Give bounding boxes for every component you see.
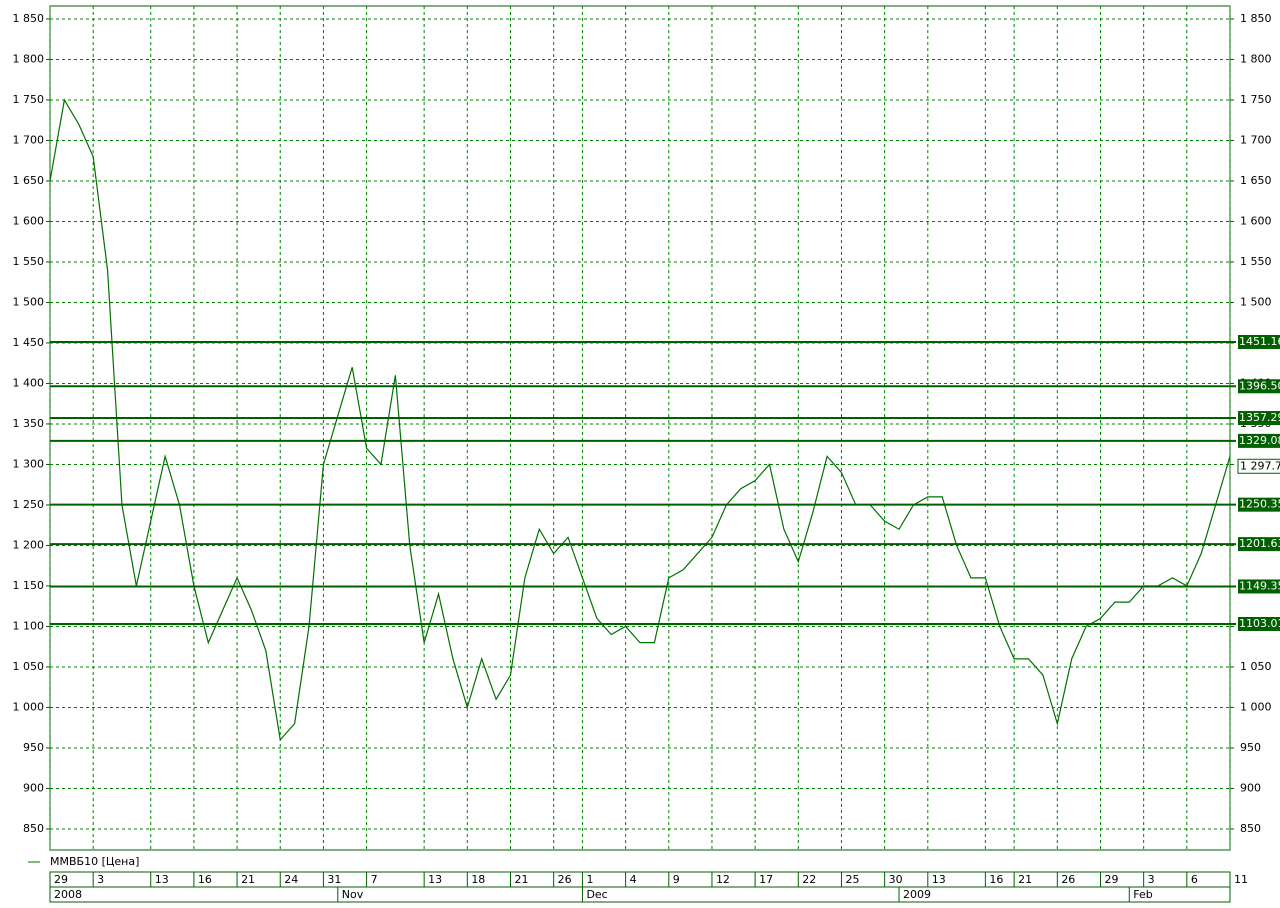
y-tick-label: 1 750 [1240,93,1272,106]
level-label: 1201.635 [1239,537,1280,550]
period-tick-label: Dec [586,888,607,901]
y-tick-label: 950 [23,741,44,754]
y-tick-label: 1 400 [13,376,45,389]
y-tick-label: 1 050 [1240,660,1272,673]
y-tick-label: 1 650 [1240,174,1272,187]
x-tick-label: 16 [989,873,1003,886]
x-tick-label: 26 [558,873,572,886]
x-tick-label: 13 [932,873,946,886]
level-label-box [1238,617,1280,632]
level-label: 1396.509 [1239,379,1280,392]
level-label: 1103.016 [1239,617,1280,630]
x-tick-label: 26 [1061,873,1075,886]
x-tick-label: 29 [1104,873,1118,886]
y-tick-label: 850 [1240,822,1261,835]
level-label: 1451.168 [1239,335,1280,348]
y-tick-label: 1 500 [13,295,45,308]
y-tick-label: 1 550 [1240,255,1272,268]
period-tick-label: 2008 [54,888,82,901]
y-tick-label: 1 700 [1240,133,1272,146]
level-label: 1357.297 [1239,411,1280,424]
level-label: 1329.087 [1239,434,1280,447]
level-label-box [1238,379,1280,394]
x-tick-label: 21 [514,873,528,886]
level-label-box [1238,497,1280,512]
period-tick-label: Feb [1133,888,1152,901]
x-tick-label: 22 [802,873,816,886]
x-tick-label: 3 [97,873,104,886]
y-tick-label: 1 150 [13,579,45,592]
plot-frame [49,5,1231,851]
x-tick-label: 12 [716,873,730,886]
y-tick-label: 1 800 [13,52,45,65]
x-tick-label: 31 [327,873,341,886]
x-tick-label: 17 [759,873,773,886]
x-tick-label: 16 [198,873,212,886]
y-tick-label: 1 600 [13,214,45,227]
y-tick-label: 1 000 [13,700,45,713]
y-tick-label: 1 850 [1240,12,1272,25]
y-tick-label: 1 350 [13,417,45,430]
level-label-box [1238,335,1280,350]
x-tick-label: 3 [1148,873,1155,886]
x-tick-label: 4 [630,873,637,886]
x-tick-label: 21 [1018,873,1032,886]
y-tick-label: 950 [1240,741,1261,754]
x-tick-label: 29 [54,873,68,886]
y-tick-label: 1 600 [1240,214,1272,227]
level-label-box [1238,537,1280,552]
y-tick-label: 1 700 [13,133,45,146]
x-tick-label: 13 [428,873,442,886]
y-tick-label: 1 750 [13,93,45,106]
x-tick-label: 25 [845,873,859,886]
x-tick-label: 9 [673,873,680,886]
x-tick-label: 24 [284,873,298,886]
last-price-label: 1 297.74 [1240,459,1280,472]
y-tick-label: 1 000 [1240,700,1272,713]
last-price-box [1237,458,1280,474]
legend-label: ММВБ10 [Цена] [50,855,139,868]
x-tick-label: 11 [1234,873,1248,886]
y-tick-label: 850 [23,822,44,835]
y-tick-label: 1 050 [13,660,45,673]
price-line [49,98,1231,742]
y-tick-label: 1 450 [13,336,45,349]
level-label-box [1238,579,1280,594]
level-label: 1250.356 [1239,498,1280,511]
x-tick-label: 30 [889,873,903,886]
x-tick-label: 6 [1191,873,1198,886]
period-tick-label: 2009 [903,888,931,901]
y-tick-label: 900 [23,781,44,794]
x-tick-label: 7 [371,873,378,886]
y-tick-label: 1 100 [13,619,45,632]
y-tick-label: 1 300 [13,457,45,470]
period-tick-label: Nov [342,888,364,901]
y-tick-label: 900 [1240,781,1261,794]
level-label-box [1238,433,1280,448]
x-tick-label: 1 [586,873,593,886]
x-tick-label: 13 [155,873,169,886]
y-tick-label: 1 550 [13,255,45,268]
x-tick-label: 18 [471,873,485,886]
y-tick-label: 1 250 [13,498,45,511]
level-label-box [1238,411,1280,426]
y-tick-label: 1 650 [13,174,45,187]
level-label: 1149.357 [1239,579,1280,592]
y-tick-label: 1 200 [13,538,45,551]
y-tick-label: 1 850 [13,12,45,25]
y-tick-label: 1 500 [1240,295,1272,308]
y-tick-label: 1 800 [1240,52,1272,65]
x-tick-label: 21 [241,873,255,886]
